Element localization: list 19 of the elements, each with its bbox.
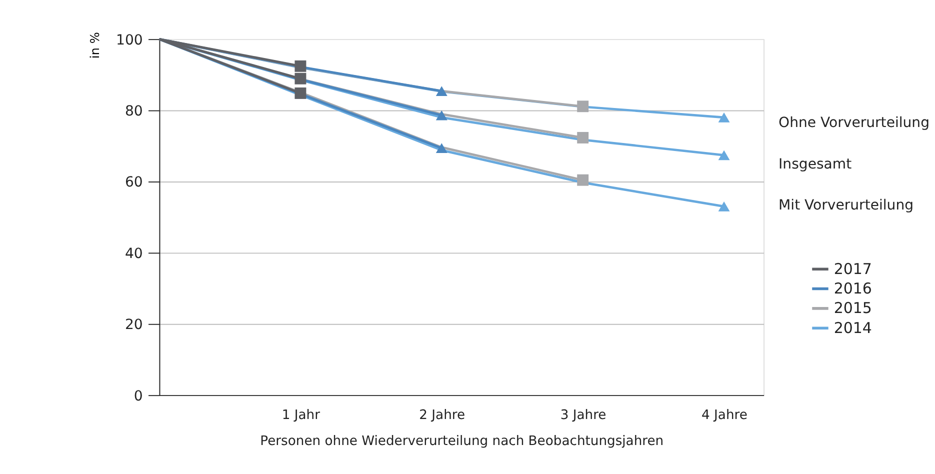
legend-label: 2016 [834, 279, 872, 298]
x-tick-label: 3 Jahre [560, 408, 606, 423]
text: Ohne Vorverurteilung [778, 115, 930, 132]
text: Insgesamt [778, 156, 852, 172]
y-tick-label: 100 [116, 32, 143, 48]
legend-label: 2015 [834, 299, 872, 318]
y-tick-label: 60 [125, 174, 143, 191]
legend-label: 2014 [834, 318, 872, 337]
text: Mit Vorverurteilung [778, 198, 914, 214]
x-tick-label: 1 Jahr [282, 408, 321, 423]
y-tick-label: 20 [125, 317, 143, 334]
y-axis-title: in % [88, 32, 102, 59]
legend-label: 2017 [834, 260, 872, 278]
x-axis-title: Personen ohne Wiederverurteilung nach Beobachtungsjahren [260, 434, 664, 450]
y-tick-label: 40 [125, 246, 143, 262]
x-tick-label: 4 Jahre [702, 408, 748, 423]
y-tick-label: 80 [125, 103, 143, 120]
x-tick-label: 2 Jahre [419, 408, 466, 423]
y-tick-label: 0 [134, 388, 143, 404]
